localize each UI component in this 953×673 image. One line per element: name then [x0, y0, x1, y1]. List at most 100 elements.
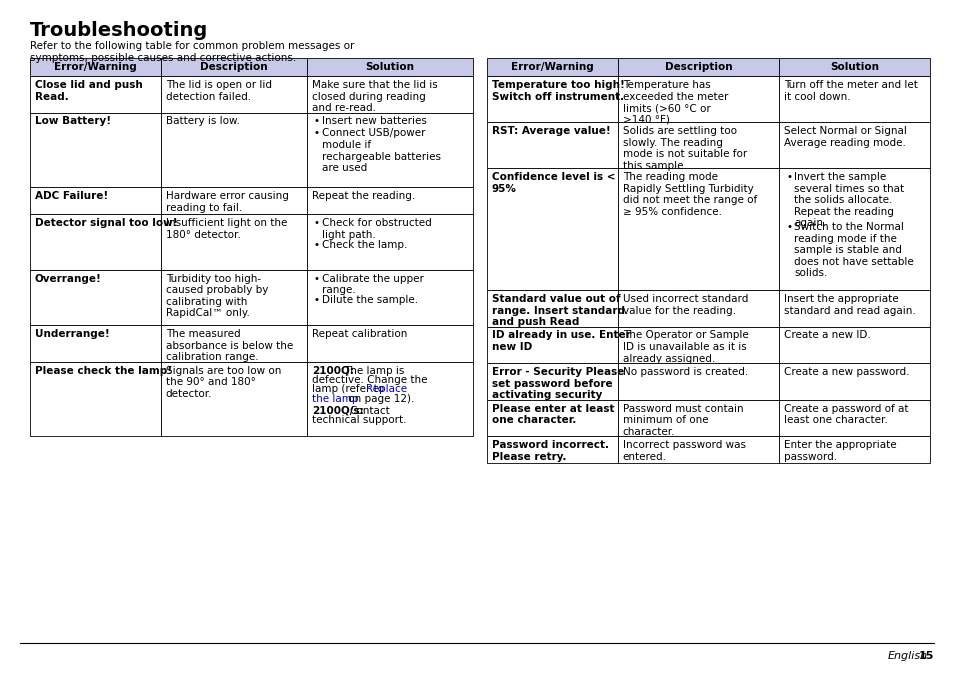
Text: Insert the appropriate
standard and read again.: Insert the appropriate standard and read…	[783, 294, 915, 316]
Text: Invert the sample
several times so that
the solids allocate.
Repeat the reading
: Invert the sample several times so that …	[794, 172, 903, 228]
Text: •: •	[314, 129, 319, 139]
Text: The lamp is: The lamp is	[343, 365, 404, 376]
Bar	[617, 326, 779, 363]
Bar	[160, 325, 307, 361]
Text: Temperature has
exceeded the meter
limits (>60 °C or
>140 °F).: Temperature has exceeded the meter limit…	[622, 80, 727, 125]
Text: Repeat the reading.: Repeat the reading.	[312, 191, 415, 201]
Text: Battery is low.: Battery is low.	[166, 116, 239, 127]
Text: Error/Warning: Error/Warning	[54, 62, 136, 72]
Bar	[486, 168, 617, 290]
Bar	[617, 76, 779, 122]
Text: Create a new ID.: Create a new ID.	[783, 330, 870, 341]
Text: Turn off the meter and let
it cool down.: Turn off the meter and let it cool down.	[783, 80, 918, 102]
Text: Password must contain
minimum of one
character.: Password must contain minimum of one cha…	[622, 404, 742, 437]
Bar	[30, 187, 160, 214]
Text: Underrange!: Underrange!	[35, 329, 110, 339]
Bar	[160, 76, 307, 112]
Bar	[30, 76, 160, 112]
Bar	[779, 326, 929, 363]
Text: Insufficient light on the
180° detector.: Insufficient light on the 180° detector.	[166, 218, 287, 240]
Bar	[160, 187, 307, 214]
Text: Make sure that the lid is
closed during reading
and re-read.: Make sure that the lid is closed during …	[312, 80, 437, 113]
Text: defective. Change the: defective. Change the	[312, 375, 427, 385]
Text: •: •	[785, 172, 792, 182]
Text: Incorrect password was
entered.: Incorrect password was entered.	[622, 440, 745, 462]
Text: Check for obstructed
light path.: Check for obstructed light path.	[321, 218, 431, 240]
Text: •: •	[314, 295, 319, 305]
Text: The measured
absorbance is below the
calibration range.: The measured absorbance is below the cal…	[166, 329, 293, 362]
Bar	[307, 112, 473, 187]
Text: Standard value out of
range. Insert standard
and push Read: Standard value out of range. Insert stan…	[492, 294, 624, 327]
Bar	[779, 436, 929, 463]
Text: Low Battery!: Low Battery!	[35, 116, 111, 127]
Bar	[617, 58, 779, 76]
Text: Please enter at least
one character.: Please enter at least one character.	[492, 404, 614, 425]
Bar	[486, 326, 617, 363]
Text: 2100Q/s:: 2100Q/s:	[312, 406, 363, 415]
Text: lamp (refer to: lamp (refer to	[312, 384, 387, 394]
Text: The reading mode
Rapidly Settling Turbidity
did not meet the range of
≥ 95% conf: The reading mode Rapidly Settling Turbid…	[622, 172, 756, 217]
Text: Temperature too high!
Switch off instrument.: Temperature too high! Switch off instrum…	[492, 80, 624, 102]
Text: Close lid and push
Read.: Close lid and push Read.	[35, 80, 143, 102]
Text: ID already in use. Enter
new ID: ID already in use. Enter new ID	[492, 330, 630, 352]
Bar	[617, 436, 779, 463]
Bar	[307, 325, 473, 361]
Text: Solution: Solution	[365, 62, 414, 72]
Bar	[486, 58, 617, 76]
Bar	[30, 269, 160, 325]
Bar	[307, 187, 473, 214]
Text: on page 12).: on page 12).	[345, 394, 414, 404]
Bar	[617, 363, 779, 400]
Text: 15: 15	[918, 651, 933, 661]
Bar	[160, 58, 307, 76]
Text: the lamp: the lamp	[312, 394, 358, 404]
Text: Create a password of at
least one character.: Create a password of at least one charac…	[783, 404, 908, 425]
Text: Solution: Solution	[829, 62, 879, 72]
Text: Refer to the following table for common problem messages or
symptoms, possible c: Refer to the following table for common …	[30, 41, 354, 63]
Text: Error - Security Please
set password before
activating security: Error - Security Please set password bef…	[492, 367, 623, 400]
Bar	[30, 112, 160, 187]
Bar	[779, 363, 929, 400]
Bar	[160, 112, 307, 187]
Text: •: •	[314, 240, 319, 250]
Text: •: •	[314, 218, 319, 228]
Bar	[779, 290, 929, 326]
Text: English: English	[887, 651, 927, 661]
Bar	[30, 58, 160, 76]
Bar	[486, 122, 617, 168]
Text: Select Normal or Signal
Average reading mode.: Select Normal or Signal Average reading …	[783, 126, 906, 147]
Text: Please check the lamp!: Please check the lamp!	[35, 365, 172, 376]
Bar	[486, 400, 617, 436]
Text: Contact: Contact	[350, 406, 390, 415]
Text: Switch to the Normal
reading mode if the
sample is stable and
does not have sett: Switch to the Normal reading mode if the…	[794, 222, 913, 279]
Text: Insert new batteries: Insert new batteries	[321, 116, 426, 127]
Bar	[779, 168, 929, 290]
Text: Calibrate the upper
range.: Calibrate the upper range.	[321, 273, 423, 295]
Bar	[307, 214, 473, 269]
Bar	[779, 58, 929, 76]
Text: ADC Failure!: ADC Failure!	[35, 191, 108, 201]
Text: No password is created.: No password is created.	[622, 367, 747, 377]
Text: Replace: Replace	[366, 384, 407, 394]
Text: •: •	[314, 116, 319, 127]
Text: Dilute the sample.: Dilute the sample.	[321, 295, 417, 305]
Text: Solids are settling too
slowly. The reading
mode is not suitable for
this sample: Solids are settling too slowly. The read…	[622, 126, 746, 171]
Text: Detector signal too low!: Detector signal too low!	[35, 218, 177, 228]
Text: Create a new password.: Create a new password.	[783, 367, 909, 377]
Text: •: •	[785, 222, 792, 232]
Text: Description: Description	[200, 62, 267, 72]
Bar	[617, 290, 779, 326]
Bar	[617, 400, 779, 436]
Bar	[307, 58, 473, 76]
Text: Turbidity too high-
caused probably by
calibrating with
RapidCal™ only.: Turbidity too high- caused probably by c…	[166, 273, 268, 318]
Text: Connect USB/power
module if
rechargeable batteries
are used: Connect USB/power module if rechargeable…	[321, 129, 440, 174]
Text: Description: Description	[664, 62, 732, 72]
Text: •: •	[314, 273, 319, 283]
Text: Error/Warning: Error/Warning	[511, 62, 593, 72]
Text: RST: Average value!: RST: Average value!	[492, 126, 610, 136]
Text: Repeat calibration: Repeat calibration	[312, 329, 407, 339]
Text: Enter the appropriate
password.: Enter the appropriate password.	[783, 440, 896, 462]
Bar	[307, 76, 473, 112]
Text: The Operator or Sample
ID is unavailable as it is
already assigned.: The Operator or Sample ID is unavailable…	[622, 330, 748, 363]
Text: Confidence level is <
95%: Confidence level is < 95%	[492, 172, 615, 194]
